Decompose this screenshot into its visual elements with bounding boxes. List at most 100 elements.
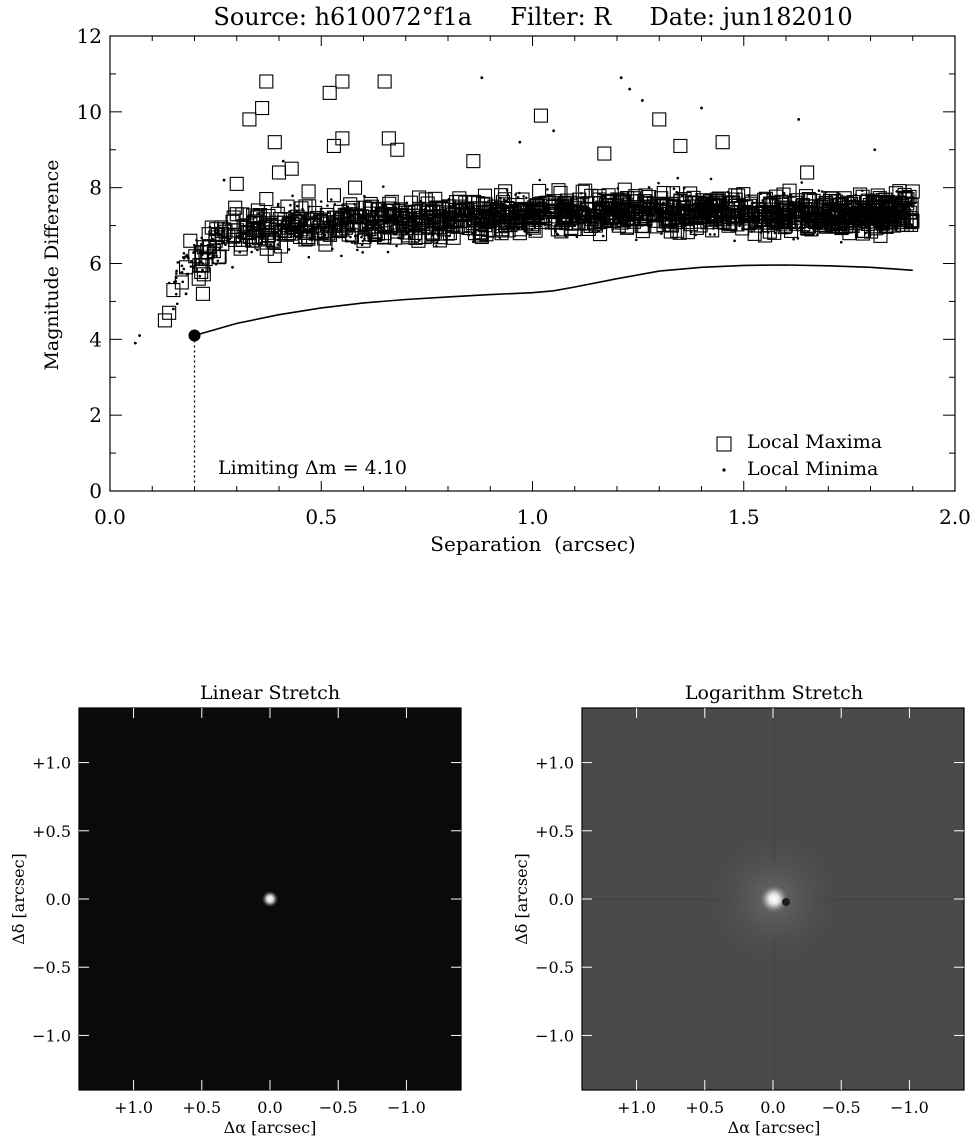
maxima-point [381,131,396,146]
maxima-point [174,275,189,290]
maxima-cloud-point [904,213,920,228]
maxima-cloud-point [874,214,890,229]
maxima-cloud-point [500,200,515,216]
log-panel-title: Logarithm Stretch [685,682,863,704]
maxima-cloud-point [344,228,360,243]
minima-cloud-point [522,195,525,198]
maxima-point [271,165,287,180]
maxima-cloud-point [532,183,547,199]
minima-cloud-point [800,181,804,184]
y-tick-label: 0 [89,479,102,503]
maxima-cloud-point [646,199,661,214]
minima-cloud-point [817,189,821,192]
minima-cloud-point [675,190,679,194]
limit-point [188,329,201,342]
maxima-cloud-point [328,224,343,239]
minima-cloud-point [181,280,184,284]
minima-cloud-point [340,254,343,258]
minima-cloud-point [201,268,204,272]
minima-cloud-point [524,196,528,200]
maxima-cloud-point [418,192,433,207]
maxima-cloud-point [235,207,250,222]
maxima-cloud-point [371,201,386,216]
y-tick-label: 0.0 [549,890,574,909]
log-psf-core [758,883,790,915]
maxima-cloud-point [898,191,913,206]
maxima-cloud-point [261,227,276,243]
x-axis-label: Separation (arcsec) [430,532,635,556]
minima-point [518,140,522,144]
maxima-cloud-point [472,226,487,241]
maxima-point [242,112,257,127]
maxima-cloud-point [249,222,264,237]
maxima-cloud-point [769,189,784,204]
maxima-cloud-point [680,225,695,240]
x-tick-label: −0.5 [319,1098,358,1117]
maxima-point [533,108,549,123]
plot-frame [109,35,956,492]
maxima-cloud-point [515,211,530,226]
maxima-cloud-point [273,226,288,241]
minima-cloud-point [224,243,227,247]
maxima-cloud-point [363,196,378,212]
maxima-point [267,135,282,150]
minima-cloud-point [175,272,178,275]
maxima-cloud-point [463,202,478,217]
limit-curve-series [188,264,913,484]
maxima-cloud-point [673,193,688,208]
x-tick-label: 0.0 [257,1098,282,1117]
legend-maxima-marker [716,436,732,452]
minima-cloud-point [330,198,333,201]
minima-cloud-point [538,178,541,182]
maxima-cloud-point [904,201,919,216]
maxima-cloud-point [319,216,334,231]
maxima-cloud-point [340,208,355,223]
maxima-point [800,165,815,180]
minima-cloud-point [839,240,843,244]
minima-cloud-point [471,240,475,244]
maxima-cloud-point [762,224,777,239]
linear-axes: +1.0 +0.5 0.0 −0.5 −1.0 +1.0 +0.5 0.0 −0.5 −1.0 [32,708,461,1117]
maxima-cloud-point [576,209,591,224]
maxima-cloud-point [204,220,219,235]
maxima-cloud-point [443,213,458,229]
minima-cloud-point [356,248,359,252]
linear-panel-title: Linear Stretch [200,682,340,704]
maxima-cloud-point [378,218,393,233]
maxima-cloud-point [281,218,296,233]
maxima-cloud-point [300,229,316,245]
maxima-cloud-point [218,224,233,239]
maxima-cloud-point [758,228,773,243]
minima-cloud-point [601,234,605,238]
maxima-cloud-point [526,207,541,222]
maxima-cloud-point [318,223,333,238]
maxima-cloud-point [487,208,502,223]
y-tick-label: +1.0 [32,754,71,773]
x-tick-label: 0.0 [760,1098,785,1117]
maxima-cloud-point [433,226,448,241]
maxima-cloud-point [897,187,912,203]
maxima-cloud-point [196,267,211,282]
maxima-cloud-point [281,225,296,241]
maxima-cloud-point [654,197,670,212]
maxima-cloud-point [592,227,608,242]
maxima-cloud-point [350,208,365,223]
maxima-cloud-point [195,258,210,273]
log-axes: +1.0 +0.5 0.0 −0.5 −1.0 +1.0 +0.5 0.0 −0.5 −1.0 [535,708,964,1117]
y-tick-label: 0.0 [46,890,71,909]
maxima-point [195,286,210,301]
maxima-point [377,74,392,89]
limiting-annotation: Limiting Δm = 4.10 [218,457,407,479]
maxima-cloud-point [532,198,547,213]
maxima-cloud-point [209,222,224,237]
maxima-cloud-point [402,211,417,226]
x-tick-label: −1.0 [890,1098,929,1117]
maxima-cloud-point [802,193,818,208]
y-tick-label: −1.0 [535,1026,574,1045]
minima-point [138,334,141,337]
minima-point [269,243,272,246]
maxima-cloud-point [617,182,632,197]
maxima-cloud-point [496,206,511,221]
maxima-point [347,180,363,195]
maxima-point [322,85,337,100]
